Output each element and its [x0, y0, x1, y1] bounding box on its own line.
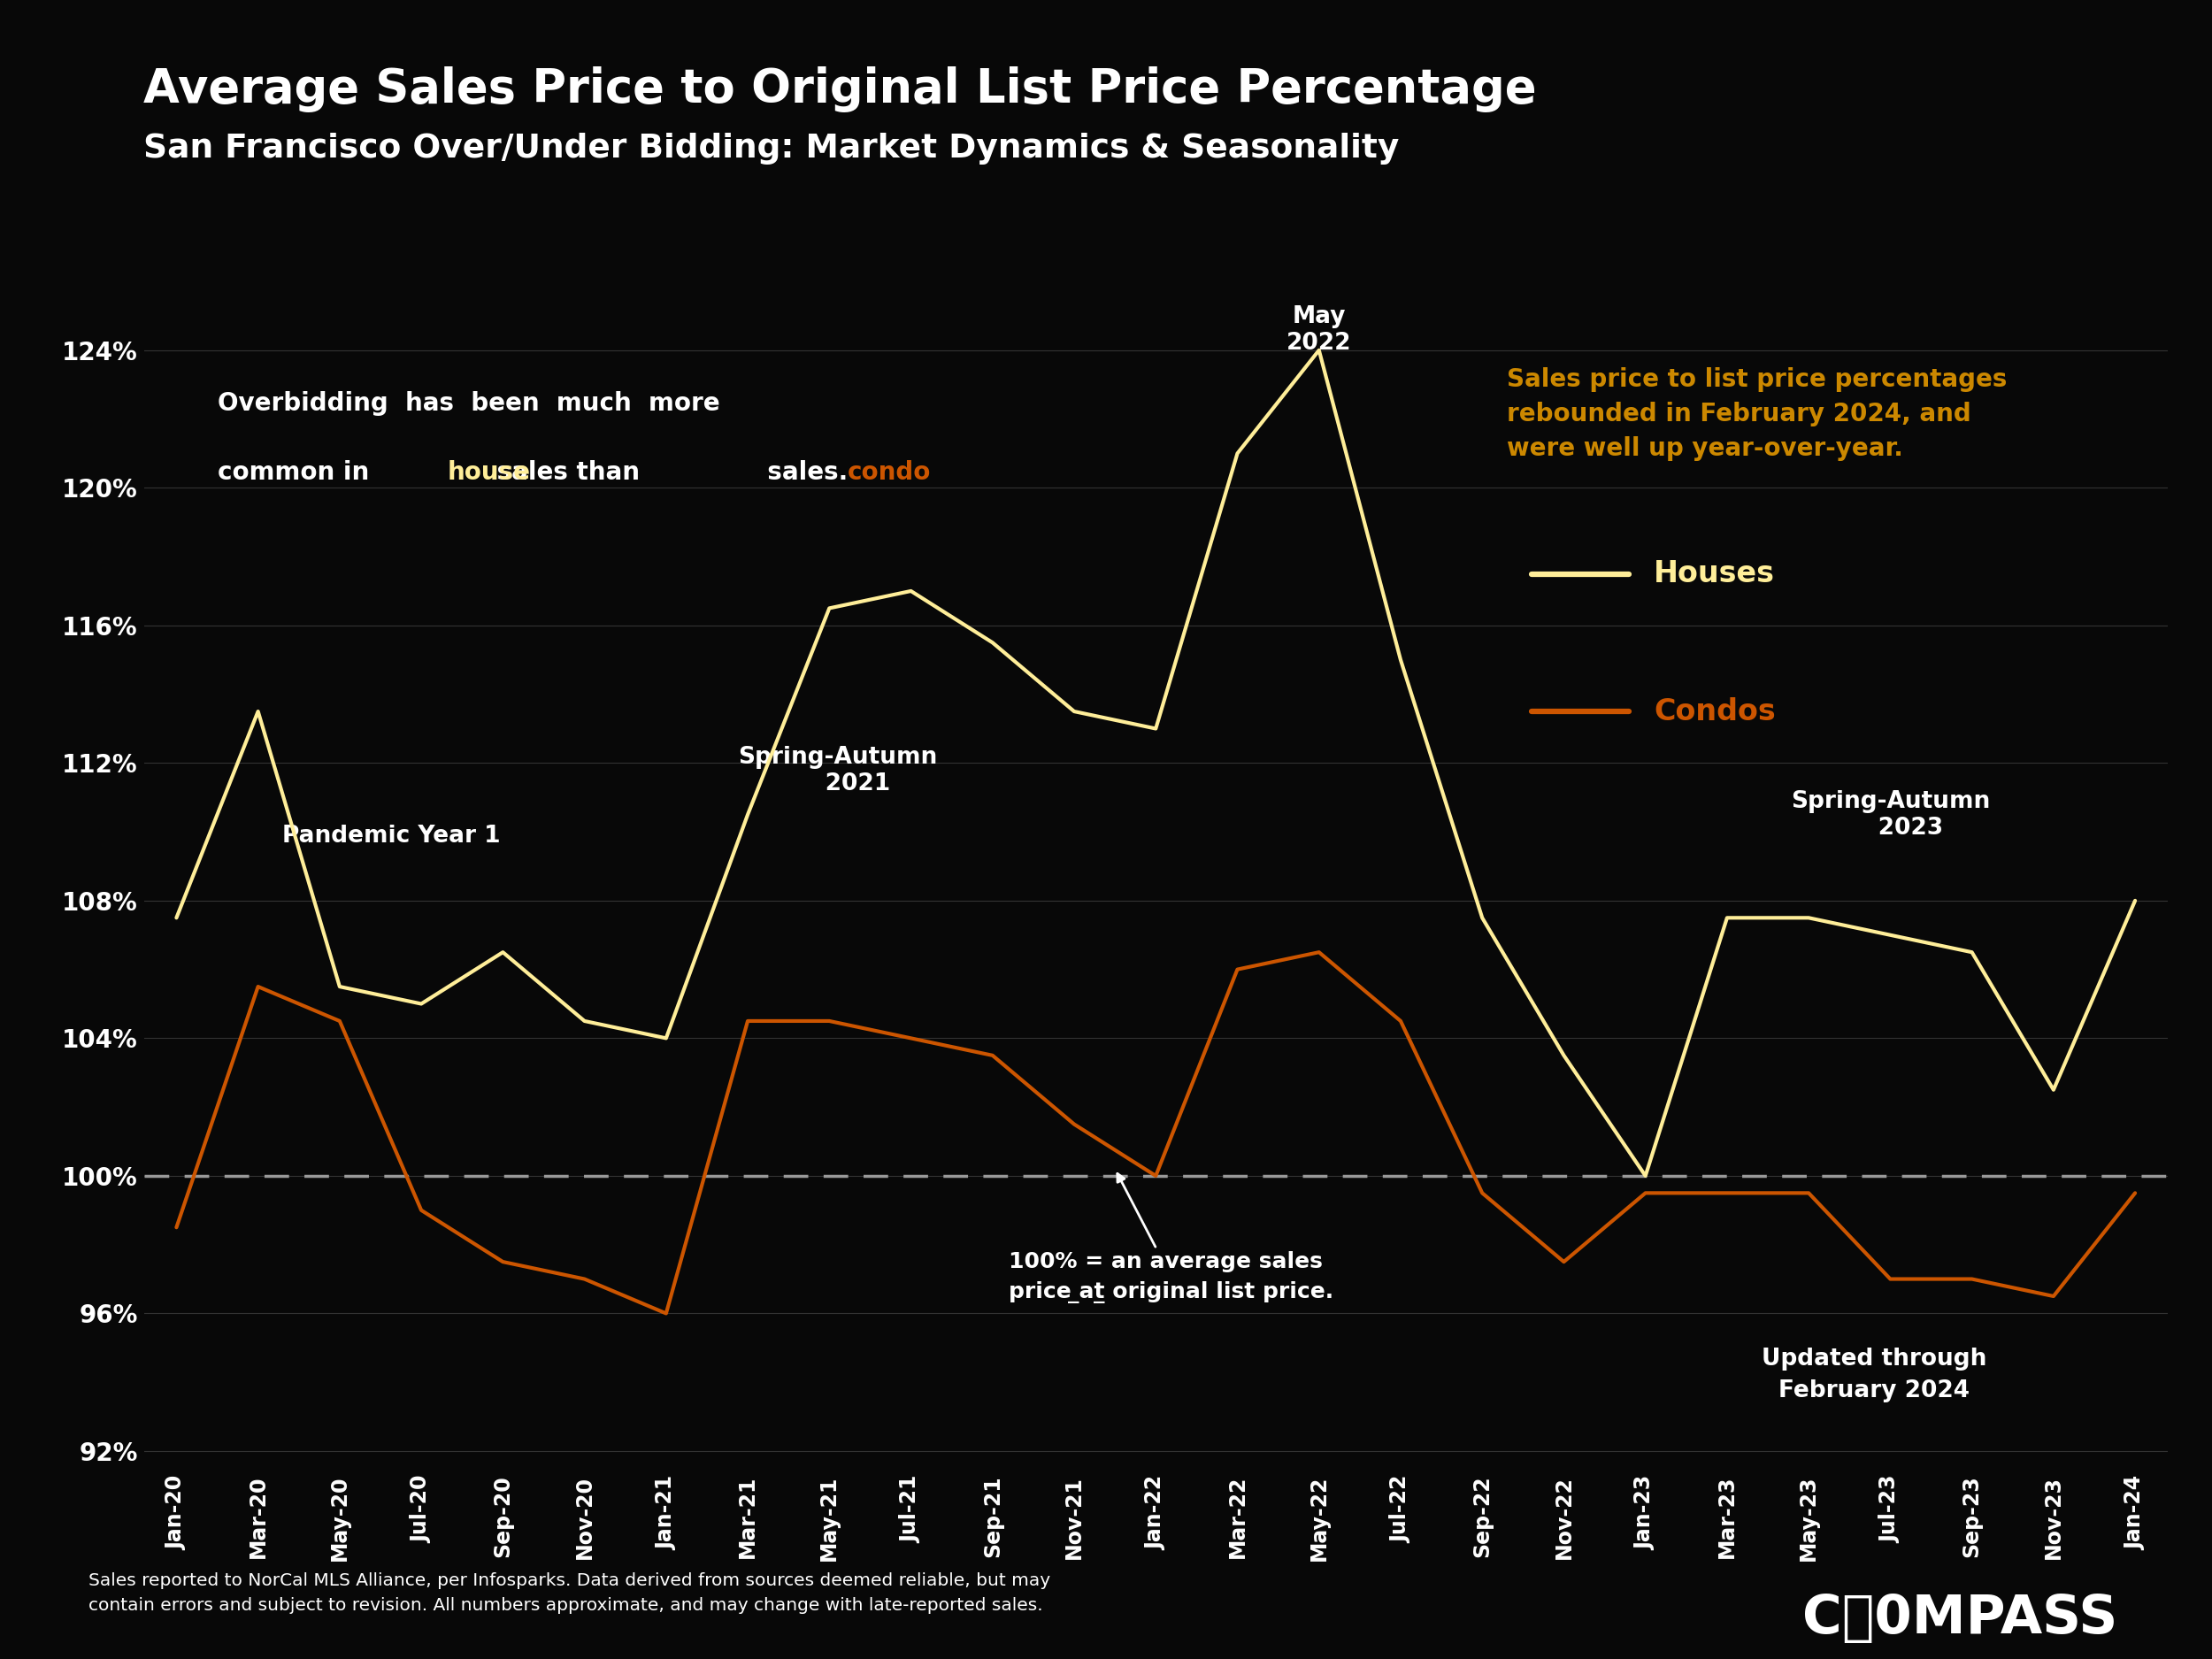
Text: Spring-Autumn
     2023: Spring-Autumn 2023: [1792, 791, 1991, 839]
Text: San Francisco Over/Under Bidding: Market Dynamics & Seasonality: San Francisco Over/Under Bidding: Market…: [144, 133, 1400, 164]
Text: Spring-Autumn
     2021: Spring-Autumn 2021: [739, 747, 938, 795]
Text: Condos: Condos: [1655, 697, 1776, 727]
Text: house: house: [447, 460, 531, 484]
Text: 100% = an average sales
price ̲at̲ original list price.: 100% = an average sales price ̲at̲ origi…: [1009, 1173, 1334, 1304]
Text: common in               sales than               sales.: common in sales than sales.: [217, 460, 847, 484]
Text: May
2022: May 2022: [1287, 305, 1352, 355]
Text: Overbidding  has  been  much  more: Overbidding has been much more: [217, 392, 719, 416]
Text: Sales price to list price percentages
rebounded in February 2024, and
were well : Sales price to list price percentages re…: [1506, 367, 2006, 461]
Text: C␶0MPASS: C␶0MPASS: [1803, 1593, 2119, 1644]
Text: Pandemic Year 1: Pandemic Year 1: [283, 825, 500, 848]
Text: Average Sales Price to Original List Price Percentage: Average Sales Price to Original List Pri…: [144, 66, 1537, 113]
Text: Updated through
February 2024: Updated through February 2024: [1761, 1347, 1986, 1402]
Text: Houses: Houses: [1655, 559, 1774, 589]
Text: condo: condo: [847, 460, 931, 484]
Text: Sales reported to NorCal MLS Alliance, per Infosparks. Data derived from sources: Sales reported to NorCal MLS Alliance, p…: [88, 1573, 1051, 1614]
